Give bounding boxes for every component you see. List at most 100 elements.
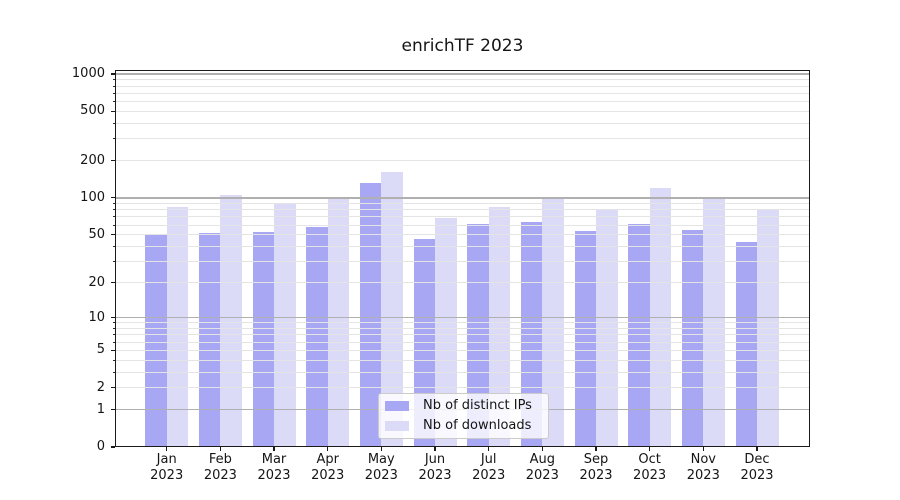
bar-downloads-sep — [596, 210, 618, 447]
x-tick-feb — [219, 447, 221, 451]
y-tick-minor-90 — [112, 203, 115, 204]
x-tick-nov — [702, 447, 704, 451]
plot-area: Nb of distinct IPs Nb of downloads — [115, 70, 810, 447]
legend-item-distinct-ips: Nb of distinct IPs — [385, 396, 542, 416]
x-tick-label-jan: Jan 2023 — [150, 452, 184, 483]
legend-swatch-downloads — [385, 420, 409, 432]
y-tick-50 — [111, 234, 115, 236]
y-tick-minor-7 — [112, 334, 115, 336]
y-tick-2 — [111, 387, 115, 389]
bar-distinct-ips-jul — [467, 224, 489, 447]
gridline-y-minor-800 — [115, 85, 810, 87]
y-tick-label-100: 100 — [80, 189, 105, 205]
bar-downloads-dec — [757, 209, 779, 447]
bar-distinct-ips-oct — [628, 224, 650, 447]
x-tick-may — [380, 447, 382, 451]
x-tick-label-nov: Nov 2023 — [686, 452, 720, 483]
y-tick-500 — [111, 110, 115, 112]
gridline-y-minor-300 — [115, 138, 810, 140]
x-tick-label-may: May 2023 — [364, 452, 398, 483]
y-tick-minor-6 — [112, 341, 115, 343]
y-tick-label-200: 200 — [80, 152, 105, 168]
bar-downloads-nov — [703, 198, 725, 447]
y-tick-label-50: 50 — [88, 226, 105, 242]
y-tick-minor-600 — [112, 101, 115, 103]
y-tick-label-1: 1 — [96, 401, 105, 417]
gridline-y-minor-500 — [115, 110, 810, 112]
bar-downloads-aug — [542, 196, 564, 447]
y-tick-minor-900 — [112, 79, 115, 81]
y-tick-minor-60 — [112, 224, 115, 226]
y-tick-minor-30 — [112, 261, 115, 263]
x-tick-jul — [488, 447, 490, 451]
x-tick-label-oct: Oct 2023 — [633, 452, 667, 483]
y-tick-10 — [111, 317, 115, 319]
y-tick-1000 — [111, 73, 115, 75]
y-tick-minor-3 — [112, 371, 115, 373]
bar-downloads-may — [381, 172, 403, 447]
x-tick-label-aug: Aug 2023 — [525, 452, 559, 483]
bar-distinct-ips-nov — [681, 229, 704, 447]
y-tick-minor-9 — [112, 322, 115, 324]
y-tick-100 — [111, 197, 115, 199]
x-tick-mar — [273, 447, 275, 451]
chart-title: enrichTF 2023 — [401, 36, 524, 56]
bar-downloads-feb — [220, 195, 242, 447]
bar-downloads-jun — [435, 217, 457, 447]
legend-swatch-distinct-ips — [385, 400, 409, 412]
gridline-y-1000 — [115, 73, 810, 75]
legend-label-downloads: Nb of downloads — [423, 418, 532, 433]
x-tick-apr — [327, 447, 329, 451]
x-tick-jun — [434, 447, 436, 451]
bar-downloads-mar — [274, 202, 296, 447]
y-tick-minor-70 — [112, 216, 115, 218]
y-tick-200 — [111, 160, 115, 162]
y-tick-minor-8 — [112, 327, 115, 329]
y-tick-label-5: 5 — [96, 342, 105, 358]
bar-distinct-ips-sep — [574, 230, 596, 447]
bar-downloads-apr — [327, 198, 350, 447]
gridline-y-minor-900 — [115, 79, 810, 81]
y-tick-minor-80 — [112, 209, 115, 211]
y-tick-label-10: 10 — [88, 309, 105, 325]
bar-distinct-ips-jan — [145, 233, 167, 447]
bar-distinct-ips-dec — [735, 241, 757, 447]
y-tick-1 — [111, 409, 115, 411]
bar-distinct-ips-apr — [306, 226, 328, 447]
x-tick-label-jun: Jun 2023 — [418, 452, 452, 483]
x-tick-dec — [756, 447, 758, 451]
bar-downloads-oct — [649, 188, 672, 447]
y-tick-0 — [111, 446, 115, 448]
legend: Nb of distinct IPs Nb of downloads — [378, 393, 549, 439]
x-tick-label-apr: Apr 2023 — [311, 452, 345, 483]
bar-distinct-ips-mar — [252, 231, 274, 447]
gridline-y-minor-400 — [115, 122, 810, 124]
y-tick-minor-700 — [112, 92, 115, 94]
y-tick-minor-800 — [112, 85, 115, 87]
gridline-y-minor-200 — [115, 160, 810, 162]
x-tick-label-dec: Dec 2023 — [740, 452, 774, 483]
y-tick-minor-4 — [112, 359, 115, 361]
y-tick-label-20: 20 — [88, 274, 105, 290]
y-tick-minor-40 — [112, 246, 115, 247]
x-tick-sep — [595, 447, 597, 451]
y-tick-label-500: 500 — [80, 103, 105, 119]
y-tick-20 — [111, 282, 115, 284]
y-tick-label-1000: 1000 — [71, 66, 105, 81]
bar-downloads-jul — [488, 207, 511, 447]
x-tick-label-sep: Sep 2023 — [579, 452, 613, 483]
x-tick-label-jul: Jul 2023 — [472, 452, 506, 483]
y-tick-label-2: 2 — [96, 379, 105, 395]
y-tick-minor-300 — [112, 138, 115, 140]
bar-distinct-ips-feb — [198, 232, 221, 447]
legend-item-downloads: Nb of downloads — [385, 416, 542, 436]
x-tick-label-mar: Mar 2023 — [257, 452, 291, 483]
bar-downloads-jan — [166, 207, 189, 447]
legend-label-distinct-ips: Nb of distinct IPs — [423, 398, 532, 413]
y-tick-minor-400 — [112, 122, 115, 124]
x-tick-oct — [649, 447, 651, 451]
y-tick-5 — [111, 349, 115, 351]
bar-distinct-ips-may — [359, 183, 382, 447]
gridline-y-minor-700 — [115, 92, 810, 94]
